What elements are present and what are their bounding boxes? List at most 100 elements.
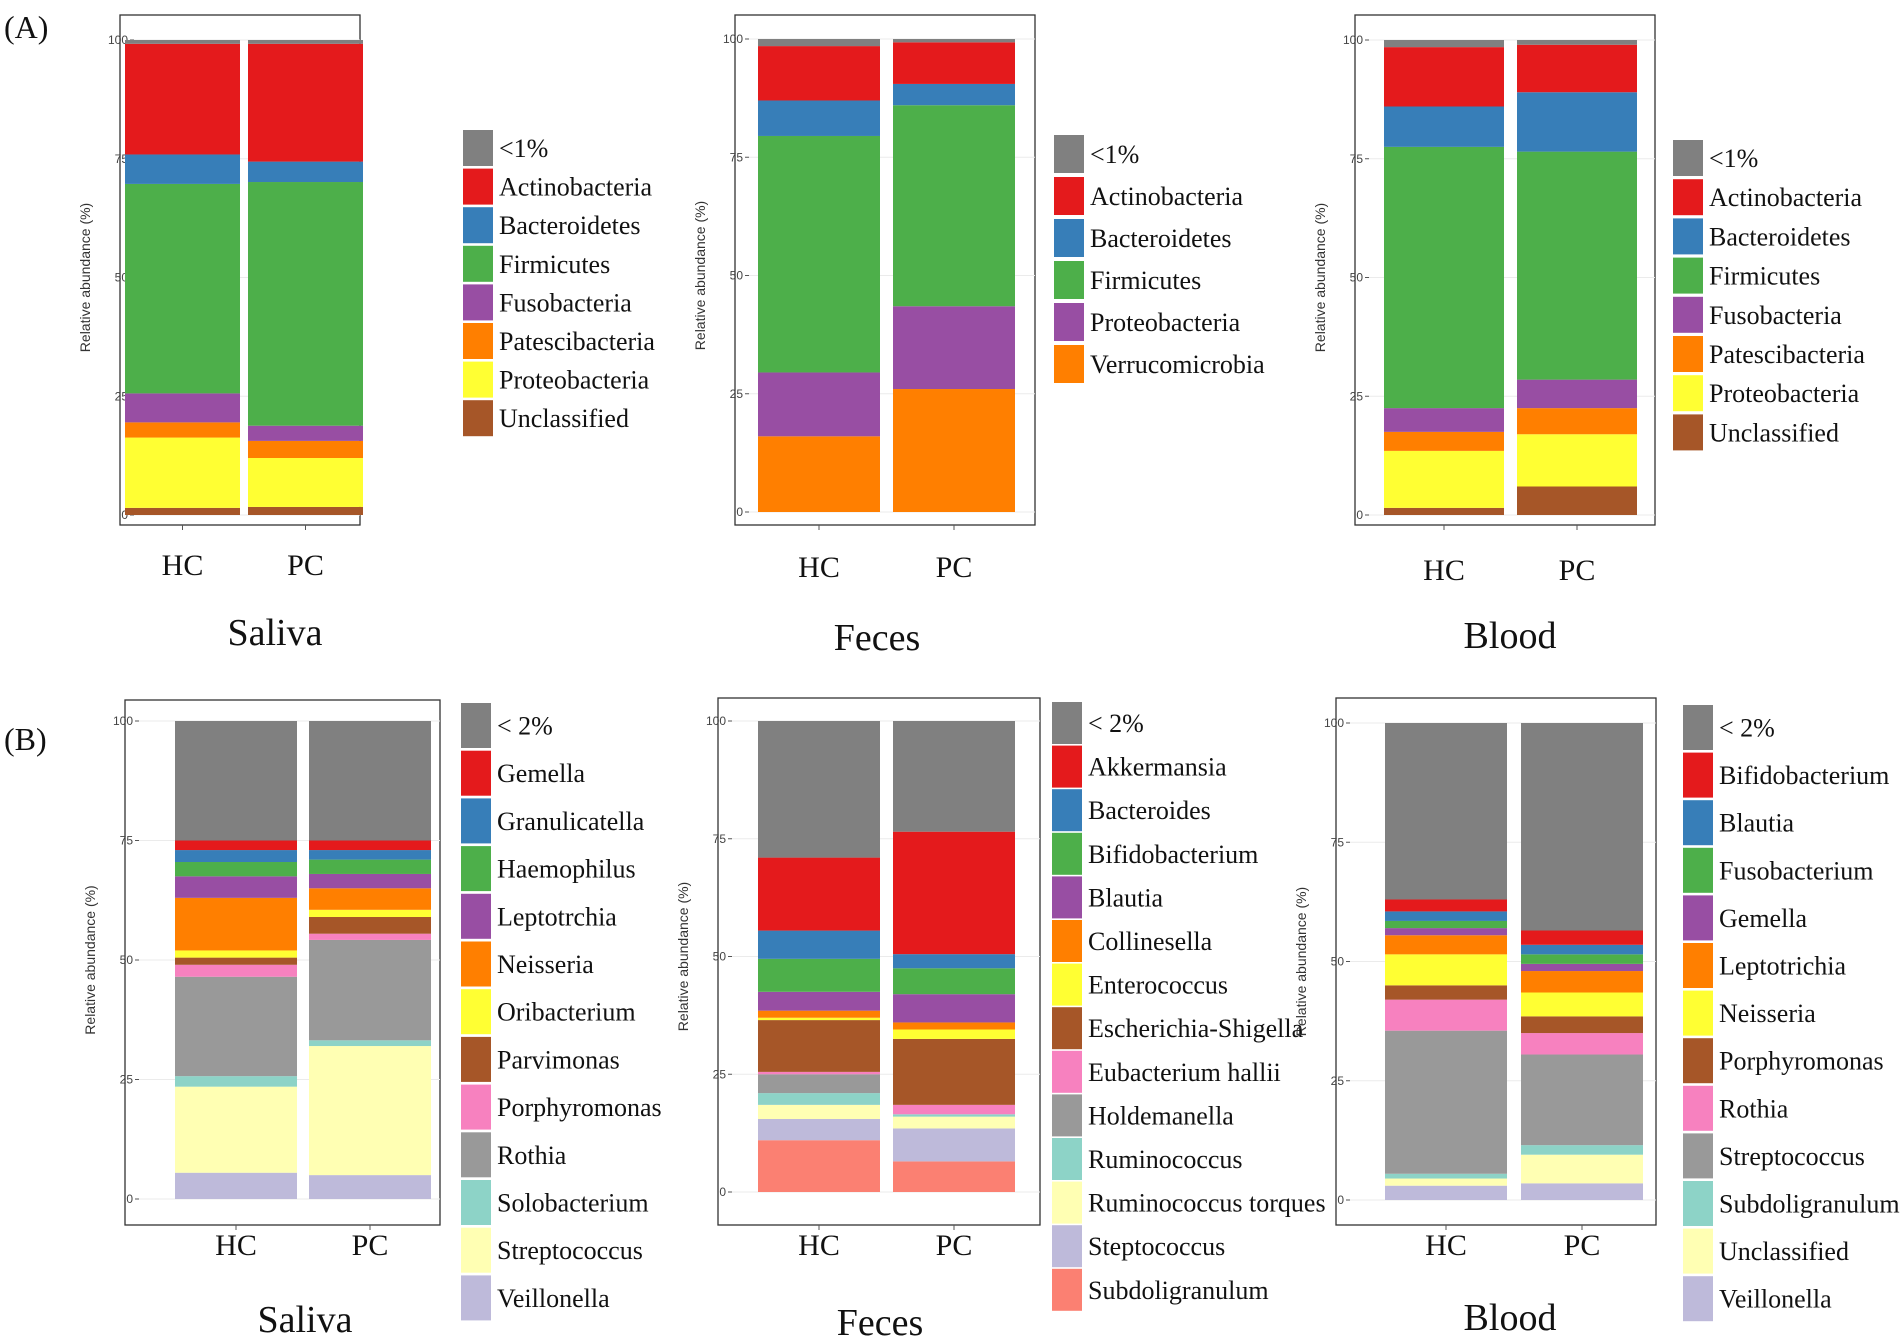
legend-swatch xyxy=(463,207,493,244)
bar-segment-ruminococcus-torques xyxy=(758,1104,880,1119)
bar-segment-fusobacteria xyxy=(125,393,240,423)
bar-segment-gemella xyxy=(1385,928,1507,936)
bar-segment-bifidobacterium xyxy=(893,968,1015,995)
bar-segment-proteobacteria xyxy=(125,437,240,508)
legend-label: Gemella xyxy=(1719,904,1808,933)
bar-segment-unclassified xyxy=(1517,486,1637,515)
y-tick-label: 50 xyxy=(730,269,744,283)
chart-title: Feces xyxy=(834,617,921,659)
y-tick-label: 50 xyxy=(1350,271,1364,285)
legend-swatch xyxy=(1673,218,1703,255)
x-category-label: HC xyxy=(1425,1229,1467,1262)
bar-segment-veillonella xyxy=(1521,1183,1643,1200)
legend-swatch xyxy=(1683,990,1713,1036)
legend-swatch xyxy=(1054,261,1084,299)
legend-swatch xyxy=(461,941,491,987)
legend-swatch xyxy=(1683,1133,1713,1179)
legend-label: <1% xyxy=(1709,144,1758,173)
bar-segment-firmicutes xyxy=(893,105,1015,307)
legend-swatch xyxy=(1683,847,1713,893)
bar-segment--1- xyxy=(1517,40,1637,45)
legend-swatch xyxy=(1052,702,1082,744)
bar-segment-firmicutes xyxy=(1517,151,1637,380)
y-tick-label: 0 xyxy=(1356,508,1363,522)
bar-segment-streptococcus xyxy=(1521,1054,1643,1146)
bar-segment-bacteroidetes xyxy=(758,100,880,136)
bar-segment-steptococcus xyxy=(893,1128,1015,1162)
y-tick-label: 75 xyxy=(115,152,129,166)
legend-swatch xyxy=(463,130,493,166)
legend-label: Actinobacteria xyxy=(1709,183,1862,212)
chart-title: Saliva xyxy=(228,612,323,654)
legend-label: Rothia xyxy=(497,1141,567,1170)
bar-segment-porphyromonas xyxy=(309,933,431,940)
legend-label: Unclassified xyxy=(1709,418,1839,447)
chart-title: Saliva xyxy=(258,1299,353,1341)
bar-segment-gemella xyxy=(1521,963,1643,972)
legend-label: Solobacterium xyxy=(497,1189,649,1218)
y-tick-label: 50 xyxy=(1331,955,1345,969)
legend-label: Rothia xyxy=(1719,1094,1789,1123)
legend-label: Escherichia-Shigella xyxy=(1088,1014,1304,1043)
x-category-label: PC xyxy=(936,1229,973,1262)
x-category-label: HC xyxy=(798,551,840,584)
bar-segment-firmicutes xyxy=(248,182,363,426)
legend-label: <1% xyxy=(1090,140,1139,169)
legend-label: Fusobacterium xyxy=(1719,856,1874,885)
bar-segment-bifidobacterium xyxy=(758,958,880,992)
legend-swatch xyxy=(461,989,491,1035)
x-category-label: HC xyxy=(1423,554,1465,587)
x-category-label: HC xyxy=(215,1229,257,1262)
bar-segment-collinesella xyxy=(893,1022,1015,1030)
bar-segment--2- xyxy=(175,721,297,841)
legend-swatch xyxy=(461,703,491,748)
legend-label: Patescibacteria xyxy=(1709,340,1865,369)
bar-segment-bacteroidetes xyxy=(1384,106,1504,147)
legend-swatch xyxy=(1683,1038,1713,1084)
legend-swatch xyxy=(1673,179,1703,216)
bar-segment-bifidobacterium xyxy=(1385,899,1507,912)
legend-label: Parvimonas xyxy=(497,1045,620,1074)
bar-segment--2- xyxy=(1385,723,1507,900)
bar-segment-proteobacteria xyxy=(1517,434,1637,487)
bar-segment-bacteroidetes xyxy=(125,154,240,184)
legend-label: Verrucomicrobia xyxy=(1090,350,1265,379)
bar-segment-subdoligranulum xyxy=(1521,1145,1643,1155)
bar-segment-actinobacteria xyxy=(758,46,880,101)
legend-label: Streptococcus xyxy=(1719,1142,1865,1171)
bar-segment-granulicatella xyxy=(175,850,297,863)
bar-segment-streptococcus xyxy=(1385,1030,1507,1174)
bar-segment-fusobacterium xyxy=(1385,920,1507,929)
legend-label: <1% xyxy=(499,134,548,163)
bar-segment-fusobacteria xyxy=(1517,379,1637,409)
bar-segment-enterococcus xyxy=(758,1017,880,1021)
bar-segment-neisseria xyxy=(1521,992,1643,1017)
bar-segment-porphyromonas xyxy=(1521,1016,1643,1034)
legend-swatch xyxy=(1683,1276,1713,1322)
bar-segment--2- xyxy=(893,721,1015,832)
y-tick-label: 0 xyxy=(736,505,743,519)
legend-swatch xyxy=(1683,752,1713,798)
chart-4: 0 25 50 75 100 Relative abundance (%) HC PC Fece… xyxy=(675,697,1326,1342)
bar-segment-verrucomicrobia xyxy=(758,436,880,512)
bar-segment-fusobacteria xyxy=(248,425,363,441)
legend-swatch xyxy=(1673,336,1703,372)
legend-swatch xyxy=(461,750,491,796)
bar-segment-bifidobacterium xyxy=(1521,930,1643,945)
bar-segment-actinobacteria xyxy=(1517,44,1637,93)
legend-swatch xyxy=(1054,135,1084,173)
legend-swatch xyxy=(1052,1225,1082,1268)
legend-swatch xyxy=(461,846,491,892)
bar-segment-bacteroidetes xyxy=(893,83,1015,106)
bar-segment-neisseria xyxy=(1385,954,1507,986)
bar-segment-leptotrichia xyxy=(1385,935,1507,955)
legend-swatch xyxy=(1052,1050,1082,1093)
legend-swatch xyxy=(1052,1268,1082,1311)
bar-segment-escherichia-shigella xyxy=(893,1038,1015,1105)
legend-swatch xyxy=(1054,303,1084,341)
bar-segment-proteobacteria xyxy=(1384,450,1504,508)
bar-segment-unclassified xyxy=(248,506,363,515)
bar-segment-subdoligranulum xyxy=(1385,1173,1507,1179)
bar-segment-actinobacteria xyxy=(125,43,240,155)
